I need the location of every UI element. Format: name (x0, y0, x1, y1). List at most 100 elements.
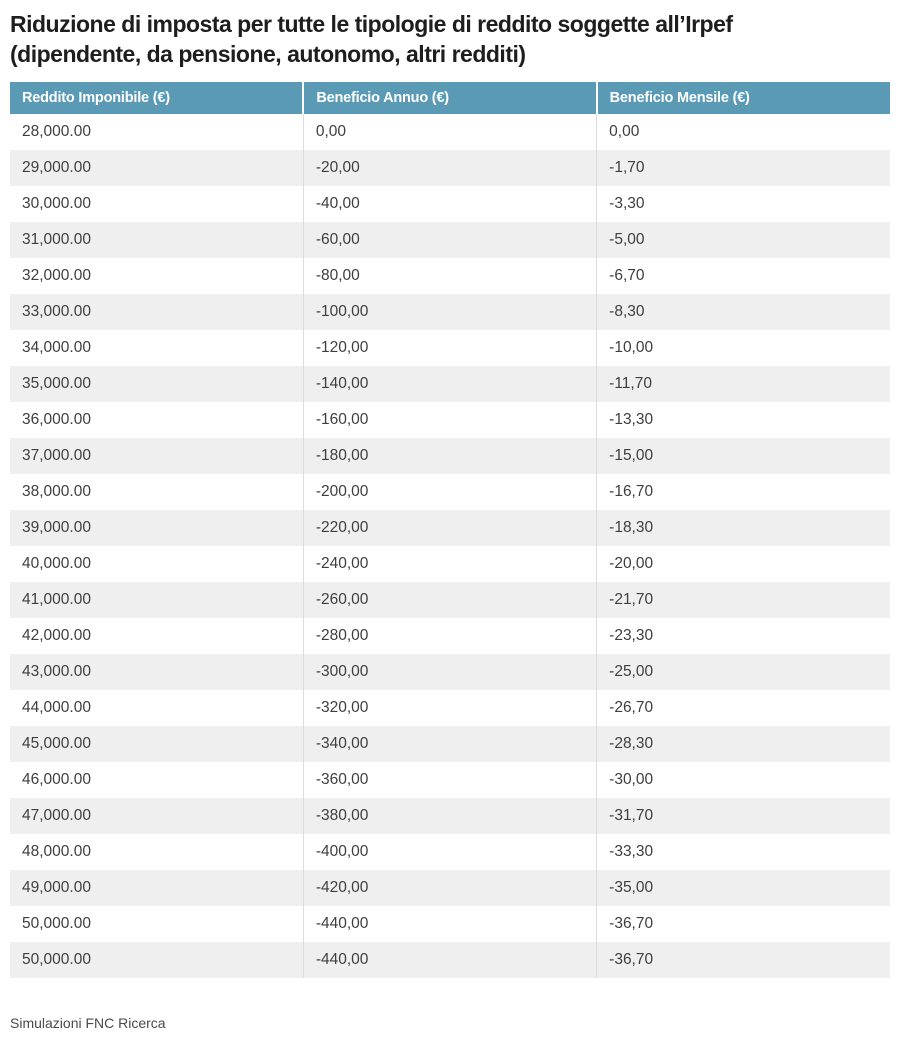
cell-reddito-imponibile: 44,000.00 (22, 699, 91, 716)
cell-reddito-imponibile: 28,000.00 (22, 123, 91, 140)
cell-beneficio-mensile: -28,30 (596, 726, 890, 762)
table-row: 49,000.00 -420,00 -35,00 (10, 870, 890, 906)
cell-beneficio-annuo: -260,00 (302, 582, 597, 618)
table-row: 42,000.00 -280,00 -23,30 (10, 618, 890, 654)
cell-reddito-imponibile: 42,000.00 (22, 627, 91, 644)
table-row: 46,000.00 -360,00 -30,00 (10, 762, 890, 798)
cell-reddito-imponibile: 50,000.00 (22, 951, 91, 968)
cell-reddito-imponibile: 40,000.00 (22, 555, 91, 572)
cell-reddito-imponibile: 33,000.00 (22, 303, 91, 320)
cell-beneficio-annuo: -220,00 (302, 510, 597, 546)
table-row: 47,000.00 -380,00 -31,70 (10, 798, 890, 834)
cell-beneficio-annuo: -80,00 (302, 258, 597, 294)
source-note: Simulazioni FNC Ricerca (10, 1015, 166, 1031)
cell-beneficio-mensile: -11,70 (596, 366, 890, 402)
cell-beneficio-annuo: -340,00 (302, 726, 597, 762)
table-row: 36,000.00 -160,00 -13,30 (10, 402, 890, 438)
table-row: 50,000.00 -440,00 -36,70 (10, 906, 890, 942)
cell-beneficio-mensile: -25,00 (596, 654, 890, 690)
cell-beneficio-mensile: -3,30 (596, 186, 890, 222)
table-row: 43,000.00 -300,00 -25,00 (10, 654, 890, 690)
benefit-table: Reddito Imponibile (€) Beneficio Annuo (… (10, 82, 890, 978)
cell-beneficio-mensile: -6,70 (596, 258, 890, 294)
cell-beneficio-mensile: -33,30 (596, 834, 890, 870)
cell-beneficio-mensile: -18,30 (596, 510, 890, 546)
cell-beneficio-mensile: 0,00 (596, 114, 890, 150)
cell-reddito-imponibile: 31,000.00 (22, 231, 91, 248)
cell-beneficio-mensile: -23,30 (596, 618, 890, 654)
table-row: 35,000.00 -140,00 -11,70 (10, 366, 890, 402)
cell-reddito-imponibile: 50,000.00 (22, 915, 91, 932)
cell-beneficio-annuo: -320,00 (302, 690, 597, 726)
cell-reddito-imponibile: 32,000.00 (22, 267, 91, 284)
cell-reddito-imponibile: 29,000.00 (22, 159, 91, 176)
table-row: 37,000.00 -180,00 -15,00 (10, 438, 890, 474)
cell-beneficio-annuo: -140,00 (302, 366, 597, 402)
cell-beneficio-mensile: -26,70 (596, 690, 890, 726)
cell-beneficio-mensile: -15,00 (596, 438, 890, 474)
cell-beneficio-mensile: -31,70 (596, 798, 890, 834)
cell-beneficio-annuo: -300,00 (302, 654, 597, 690)
table-row: 40,000.00 -240,00 -20,00 (10, 546, 890, 582)
cell-reddito-imponibile: 46,000.00 (22, 771, 91, 788)
cell-reddito-imponibile: 39,000.00 (22, 519, 91, 536)
cell-beneficio-annuo: -100,00 (302, 294, 597, 330)
chart-title: Riduzione di imposta per tutte le tipolo… (10, 11, 733, 67)
table-row: 41,000.00 -260,00 -21,70 (10, 582, 890, 618)
cell-beneficio-annuo: -380,00 (302, 798, 597, 834)
cell-beneficio-mensile: -5,00 (596, 222, 890, 258)
cell-reddito-imponibile: 49,000.00 (22, 879, 91, 896)
cell-beneficio-annuo: -40,00 (302, 186, 597, 222)
cell-reddito-imponibile: 41,000.00 (22, 591, 91, 608)
table-row: 30,000.00 -40,00 -3,30 (10, 186, 890, 222)
cell-beneficio-annuo: -400,00 (302, 834, 597, 870)
cell-beneficio-annuo: -280,00 (302, 618, 597, 654)
cell-reddito-imponibile: 37,000.00 (22, 447, 91, 464)
cell-beneficio-mensile: -36,70 (596, 942, 890, 978)
column-header-beneficio-mensile: Beneficio Mensile (€) (595, 82, 890, 114)
table-row: 28,000.00 0,00 0,00 (10, 114, 890, 150)
cell-beneficio-annuo: -440,00 (302, 942, 597, 978)
table-row: 34,000.00 -120,00 -10,00 (10, 330, 890, 366)
table-row: 32,000.00 -80,00 -6,70 (10, 258, 890, 294)
cell-reddito-imponibile: 48,000.00 (22, 843, 91, 860)
cell-beneficio-mensile: -36,70 (596, 906, 890, 942)
cell-beneficio-annuo: -420,00 (302, 870, 597, 906)
cell-beneficio-annuo: -20,00 (302, 150, 597, 186)
cell-beneficio-mensile: -30,00 (596, 762, 890, 798)
table-header: Reddito Imponibile (€) Beneficio Annuo (… (10, 82, 890, 114)
cell-reddito-imponibile: 45,000.00 (22, 735, 91, 752)
column-header-reddito-imponibile: Reddito Imponibile (€) (10, 82, 304, 114)
cell-beneficio-annuo: -180,00 (302, 438, 597, 474)
table-row: 31,000.00 -60,00 -5,00 (10, 222, 890, 258)
cell-beneficio-mensile: -16,70 (596, 474, 890, 510)
cell-beneficio-annuo: -60,00 (302, 222, 597, 258)
cell-beneficio-annuo: -120,00 (302, 330, 597, 366)
cell-beneficio-mensile: -8,30 (596, 294, 890, 330)
cell-reddito-imponibile: 30,000.00 (22, 195, 91, 212)
cell-reddito-imponibile: 35,000.00 (22, 375, 91, 392)
table-row: 50,000.00 -440,00 -36,70 (10, 942, 890, 978)
table-row: 29,000.00 -20,00 -1,70 (10, 150, 890, 186)
cell-beneficio-mensile: -10,00 (596, 330, 890, 366)
table-row: 38,000.00 -200,00 -16,70 (10, 474, 890, 510)
cell-beneficio-annuo: 0,00 (302, 114, 597, 150)
table-body: 28,000.00 0,00 0,00 29,000.00 -20,00 -1,… (10, 114, 890, 978)
table-row: 33,000.00 -100,00 -8,30 (10, 294, 890, 330)
cell-beneficio-annuo: -160,00 (302, 402, 597, 438)
table-row: 48,000.00 -400,00 -33,30 (10, 834, 890, 870)
table-row: 39,000.00 -220,00 -18,30 (10, 510, 890, 546)
cell-beneficio-mensile: -35,00 (596, 870, 890, 906)
table-row: 44,000.00 -320,00 -26,70 (10, 690, 890, 726)
cell-beneficio-mensile: -20,00 (596, 546, 890, 582)
cell-beneficio-annuo: -200,00 (302, 474, 597, 510)
cell-reddito-imponibile: 47,000.00 (22, 807, 91, 824)
header-row: Reddito Imponibile (€) Beneficio Annuo (… (10, 82, 890, 114)
cell-beneficio-annuo: -440,00 (302, 906, 597, 942)
cell-beneficio-annuo: -240,00 (302, 546, 597, 582)
cell-reddito-imponibile: 36,000.00 (22, 411, 91, 428)
cell-beneficio-mensile: -21,70 (596, 582, 890, 618)
table-row: 45,000.00 -340,00 -28,30 (10, 726, 890, 762)
cell-reddito-imponibile: 43,000.00 (22, 663, 91, 680)
